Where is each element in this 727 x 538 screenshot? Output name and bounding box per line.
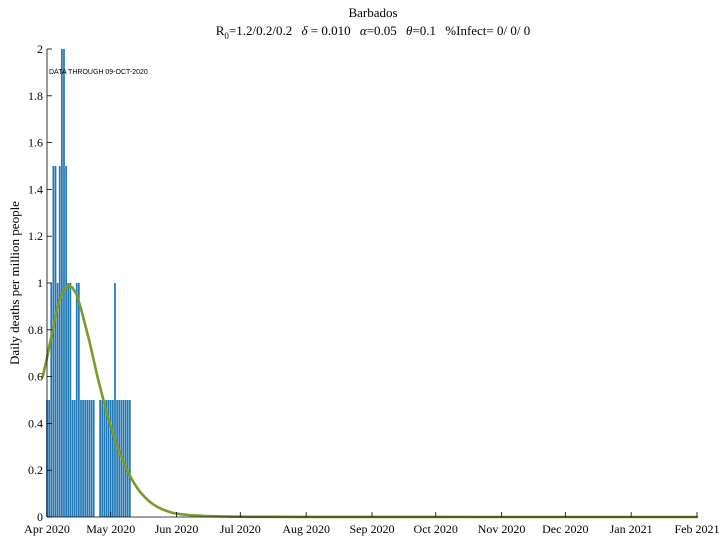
x-tick-label: May 2020 [86, 522, 135, 536]
bar [103, 400, 106, 517]
subtitle-alpha-symbol: α [360, 23, 368, 38]
bar [80, 400, 82, 517]
y-tick-label: 1.2 [28, 229, 43, 243]
bar [99, 400, 101, 517]
y-tick-label: 1.8 [28, 89, 43, 103]
subtitle-theta-value: =0.1 [412, 23, 436, 38]
bar [86, 400, 89, 517]
x-tick-label: Dec 2020 [542, 522, 588, 536]
chart-subtitle: R0=1.2/0.2/0.2 δ = 0.010 α=0.05 θ=0.1 %I… [216, 23, 530, 41]
bar [65, 166, 67, 517]
bar [92, 400, 95, 517]
x-tick-label: Nov 2020 [478, 522, 526, 536]
x-tick-label: Aug 2020 [282, 522, 330, 536]
bar [107, 400, 110, 517]
y-tick-label: 1.6 [28, 136, 43, 150]
bar [105, 400, 108, 517]
x-tick-label: Sep 2020 [350, 522, 395, 536]
bar [124, 400, 127, 517]
subtitle-alpha-value: =0.05 [367, 23, 397, 38]
bar [114, 283, 116, 517]
subtitle-theta-symbol: θ [406, 23, 413, 38]
y-tick-label: 0.8 [28, 323, 43, 337]
y-axis-label: Daily deaths per million people [7, 201, 22, 365]
bar [48, 400, 50, 517]
bar [118, 400, 121, 517]
bar [126, 400, 129, 517]
y-tick-label: 0.4 [28, 416, 43, 430]
bar [84, 400, 87, 517]
subtitle-r0-label: R [216, 23, 225, 38]
bar [112, 400, 114, 517]
subtitle-delta-symbol: δ [301, 23, 308, 38]
bar [61, 49, 63, 517]
bar [128, 400, 131, 517]
bar [116, 400, 118, 517]
x-tick-label: Feb 2021 [675, 522, 720, 536]
y-tick-label: 0.6 [28, 370, 43, 384]
x-tick-label: Apr 2020 [24, 522, 70, 536]
subtitle-delta-value: = 0.010 [308, 23, 351, 38]
bar [67, 283, 70, 517]
bar [122, 400, 125, 517]
x-tick-label: Jun 2020 [155, 522, 199, 536]
bar [82, 400, 84, 517]
bar [50, 283, 53, 517]
bar [75, 283, 78, 517]
x-tick-label: Jul 2020 [220, 522, 261, 536]
x-ticks: Apr 2020 May 2020 Jun 2020 Jul 2020 Aug 2020… [24, 512, 720, 536]
x-tick-label: Jan 2021 [610, 522, 653, 536]
y-tick-label: 1 [37, 276, 43, 290]
bar [109, 400, 112, 517]
bar [78, 283, 80, 517]
y-tick-label: 0.2 [28, 463, 43, 477]
bar [71, 400, 74, 517]
bar [73, 400, 76, 517]
subtitle-r0-value: =1.2/0.2/0.2 [229, 23, 292, 38]
bar [90, 400, 93, 517]
plot-area [47, 49, 697, 517]
bar [52, 166, 55, 517]
bar [56, 283, 59, 517]
bar [88, 400, 91, 517]
bar [101, 400, 104, 517]
subtitle-infect: %Infect= 0/ 0/ 0 [445, 23, 530, 38]
y-tick-label: 1.4 [28, 182, 43, 196]
y-tick-label: 0 [37, 510, 43, 524]
bar [69, 283, 72, 517]
y-ticks: 0 0.2 0.4 0.6 0.8 1 1.2 1.4 1.6 1.8 2 [28, 42, 52, 524]
chart-title: Barbados [348, 5, 397, 20]
bar [63, 49, 65, 517]
bar [58, 166, 61, 517]
data-through-annotation: DATA THROUGH 09-OCT-2020 [49, 69, 148, 76]
subtitle-r0-sub: 0 [224, 31, 229, 41]
bar [54, 166, 57, 517]
y-tick-label: 2 [37, 42, 43, 56]
x-tick-label: Oct 2020 [414, 522, 458, 536]
